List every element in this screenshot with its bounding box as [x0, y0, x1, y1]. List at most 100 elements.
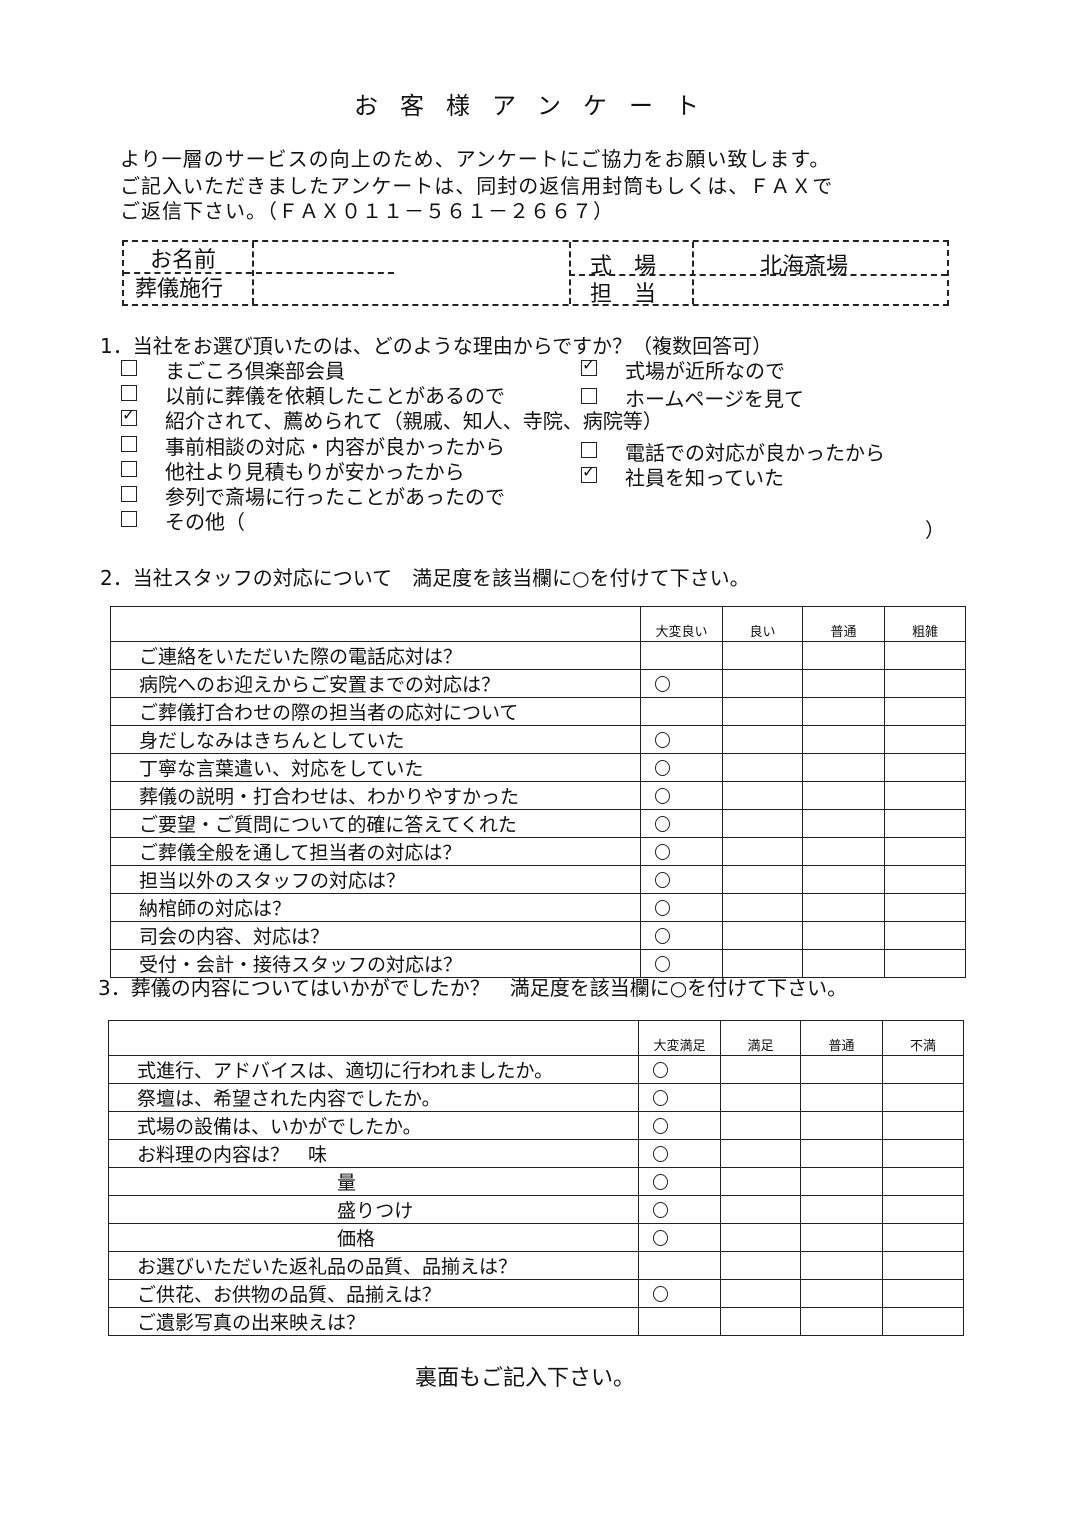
rating-cell[interactable] — [884, 781, 966, 810]
rating-cell[interactable] — [640, 865, 723, 894]
rating-cell[interactable] — [640, 809, 723, 838]
rating-cell[interactable] — [640, 893, 723, 922]
option-checkbox[interactable] — [121, 511, 137, 527]
rating-cell[interactable] — [722, 697, 803, 726]
funeral-field[interactable] — [255, 274, 545, 300]
rating-cell[interactable] — [638, 1279, 721, 1308]
rating-cell[interactable] — [722, 949, 803, 978]
rating-cell[interactable] — [722, 641, 803, 670]
option-checkbox[interactable] — [121, 436, 137, 452]
rating-cell[interactable] — [884, 865, 966, 894]
rating-cell[interactable] — [884, 669, 966, 698]
rating-cell[interactable] — [882, 1055, 964, 1084]
rating-cell[interactable] — [640, 725, 723, 754]
rating-cell[interactable] — [882, 1251, 964, 1280]
rating-cell[interactable] — [884, 837, 966, 866]
rating-cell[interactable] — [722, 809, 803, 838]
rating-cell[interactable] — [640, 921, 723, 950]
rating-cell[interactable] — [720, 1223, 801, 1252]
option-checkbox[interactable] — [121, 360, 137, 376]
rating-cell[interactable] — [640, 753, 723, 782]
rating-cell[interactable] — [882, 1111, 964, 1140]
rating-cell[interactable] — [638, 1307, 721, 1336]
rating-cell[interactable] — [640, 641, 723, 670]
rating-cell[interactable] — [884, 753, 966, 782]
rating-cell[interactable] — [802, 893, 885, 922]
rating-cell[interactable] — [638, 1195, 721, 1224]
staff-field[interactable] — [693, 276, 943, 302]
rating-cell[interactable] — [800, 1139, 883, 1168]
rating-cell[interactable] — [640, 697, 723, 726]
rating-cell[interactable] — [882, 1223, 964, 1252]
rating-cell[interactable] — [722, 725, 803, 754]
rating-cell[interactable] — [884, 809, 966, 838]
rating-cell[interactable] — [884, 893, 966, 922]
rating-cell[interactable] — [802, 641, 885, 670]
rating-cell[interactable] — [638, 1251, 721, 1280]
rating-cell[interactable] — [802, 809, 885, 838]
rating-cell[interactable] — [720, 1307, 801, 1336]
rating-cell[interactable] — [638, 1223, 721, 1252]
option-checkbox[interactable] — [121, 405, 137, 426]
rating-cell[interactable] — [802, 921, 885, 950]
option-checkbox[interactable] — [581, 355, 597, 376]
rating-cell[interactable] — [722, 865, 803, 894]
rating-cell[interactable] — [720, 1195, 801, 1224]
rating-cell[interactable] — [720, 1167, 801, 1196]
rating-cell[interactable] — [720, 1279, 801, 1308]
rating-cell[interactable] — [722, 781, 803, 810]
rating-cell[interactable] — [720, 1111, 801, 1140]
rating-cell[interactable] — [882, 1139, 964, 1168]
rating-cell[interactable] — [882, 1195, 964, 1224]
rating-cell[interactable] — [722, 753, 803, 782]
name-field[interactable] — [255, 244, 545, 270]
rating-cell[interactable] — [800, 1279, 883, 1308]
rating-cell[interactable] — [802, 669, 885, 698]
rating-cell[interactable] — [802, 725, 885, 754]
rating-cell[interactable] — [722, 893, 803, 922]
rating-cell[interactable] — [802, 781, 885, 810]
rating-cell[interactable] — [720, 1139, 801, 1168]
rating-cell[interactable] — [882, 1083, 964, 1112]
rating-cell[interactable] — [638, 1111, 721, 1140]
option-checkbox[interactable] — [121, 461, 137, 477]
option-checkbox[interactable] — [121, 486, 137, 502]
rating-cell[interactable] — [802, 837, 885, 866]
rating-cell[interactable] — [884, 921, 966, 950]
rating-cell[interactable] — [800, 1111, 883, 1140]
rating-cell[interactable] — [720, 1083, 801, 1112]
rating-cell[interactable] — [884, 697, 966, 726]
rating-cell[interactable] — [800, 1307, 883, 1336]
rating-cell[interactable] — [882, 1167, 964, 1196]
rating-cell[interactable] — [638, 1139, 721, 1168]
rating-cell[interactable] — [638, 1055, 721, 1084]
rating-cell[interactable] — [884, 949, 966, 978]
rating-cell[interactable] — [800, 1083, 883, 1112]
rating-cell[interactable] — [720, 1055, 801, 1084]
rating-cell[interactable] — [884, 641, 966, 670]
option-checkbox[interactable] — [581, 388, 597, 404]
rating-cell[interactable] — [802, 949, 885, 978]
rating-cell[interactable] — [640, 949, 723, 978]
rating-cell[interactable] — [722, 837, 803, 866]
option-checkbox[interactable] — [581, 442, 597, 458]
rating-cell[interactable] — [722, 669, 803, 698]
option-checkbox[interactable] — [121, 385, 137, 401]
rating-cell[interactable] — [640, 837, 723, 866]
rating-cell[interactable] — [882, 1279, 964, 1308]
rating-cell[interactable] — [638, 1167, 721, 1196]
rating-cell[interactable] — [800, 1167, 883, 1196]
rating-cell[interactable] — [884, 725, 966, 754]
rating-cell[interactable] — [640, 669, 723, 698]
rating-cell[interactable] — [800, 1251, 883, 1280]
rating-cell[interactable] — [802, 753, 885, 782]
venue-value[interactable]: 北海斎場 — [760, 254, 849, 279]
rating-cell[interactable] — [638, 1083, 721, 1112]
rating-cell[interactable] — [882, 1307, 964, 1336]
rating-cell[interactable] — [800, 1055, 883, 1084]
rating-cell[interactable] — [800, 1195, 883, 1224]
rating-cell[interactable] — [722, 921, 803, 950]
rating-cell[interactable] — [802, 865, 885, 894]
rating-cell[interactable] — [802, 697, 885, 726]
rating-cell[interactable] — [800, 1223, 883, 1252]
